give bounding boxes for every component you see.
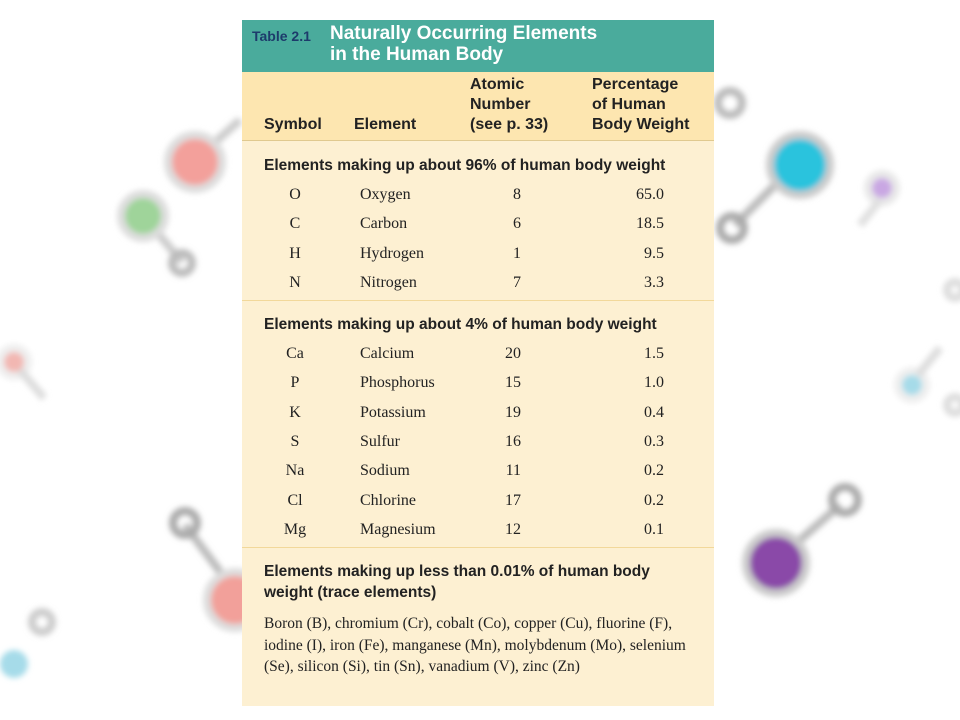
element-name: Carbon	[360, 215, 408, 233]
column-header-line: (see p. 33)	[470, 116, 549, 133]
symbol: Na	[285, 462, 305, 480]
trace-elements: Boron (B), chromium (Cr), cobalt (Co), c…	[264, 615, 686, 675]
section-divider	[242, 300, 714, 301]
atomic-number: 17	[505, 491, 521, 509]
column-header-line: Percentage	[592, 76, 679, 93]
atomic-number: 19	[505, 403, 521, 421]
title-line: in the Human Body	[330, 44, 504, 65]
element-name: Sulfur	[360, 432, 400, 450]
column-headers: Symbol Element Atomic Number (see p. 33) Perc…	[242, 72, 714, 141]
percentage: 3.3	[644, 273, 664, 291]
atomic-number: 1	[513, 244, 521, 262]
percentage: 0.2	[644, 462, 664, 480]
section-heading: Elements making up about 4% of human bod…	[264, 316, 657, 333]
atomic-number: 12	[505, 520, 521, 538]
percentage: 18.5	[636, 215, 664, 233]
element-name: Calcium	[360, 345, 415, 362]
symbol: H	[289, 244, 301, 262]
atomic-number: 20	[505, 345, 521, 362]
percentage: 0.1	[644, 520, 664, 538]
element-name: Magnesium	[360, 520, 436, 538]
column-header-line: Body Weight	[592, 116, 690, 133]
column-header: Element	[354, 115, 416, 135]
section-heading: Elements making up less than 0.01% of hu…	[264, 563, 650, 601]
symbol: Cl	[287, 491, 303, 509]
atomic-number: 16	[505, 432, 521, 450]
percentage: 65.0	[636, 186, 664, 203]
column-header-line: Number	[470, 96, 531, 113]
percentage: 1.0	[644, 374, 664, 392]
table-title: Naturally Occurring Elements in the Human…	[330, 23, 597, 65]
table: Table 2.1 Naturally Occurring Elements in…	[242, 20, 714, 706]
symbol: K	[289, 403, 301, 421]
atomic-number: 7	[513, 273, 521, 291]
percentage: 0.2	[644, 491, 664, 509]
atomic-number: 8	[513, 186, 521, 203]
symbol: C	[289, 215, 301, 233]
column-header-line: Symbol	[264, 116, 322, 133]
column-header: Percentage of Human Body Weight	[592, 75, 689, 135]
element-name: Potassium	[360, 403, 426, 421]
section-heading: Elements making up about 96% of human bo…	[264, 157, 666, 174]
element-name: Phosphorus	[360, 374, 435, 392]
element-name: Hydrogen	[360, 244, 424, 262]
symbol: Ca	[286, 345, 304, 362]
column-header-line: Atomic	[470, 76, 525, 93]
atomic-number: 11	[505, 462, 521, 480]
element-name: Oxygen	[360, 186, 411, 203]
element-name: Nitrogen	[360, 273, 417, 291]
symbol: Mg	[283, 520, 307, 538]
column-header: Atomic Number (see p. 33)	[470, 75, 548, 135]
column-header: Symbol	[264, 115, 322, 135]
column-header-line: Element	[354, 116, 417, 133]
element-name: Chlorine	[360, 491, 416, 509]
element-name: Sodium	[360, 462, 410, 480]
atomic-number: 15	[505, 374, 521, 392]
table-header: Table 2.1 Naturally Occurring Elements in…	[242, 20, 714, 72]
percentage: 0.3	[644, 432, 664, 450]
symbol: O	[289, 186, 301, 203]
percentage: 0.4	[644, 403, 664, 421]
symbol: S	[290, 432, 300, 450]
title-line: Naturally Occurring Elements	[330, 23, 598, 44]
table-label: Table 2.1	[252, 28, 311, 44]
section-divider	[242, 547, 714, 548]
symbol: P	[290, 374, 300, 392]
percentage: 9.5	[644, 244, 664, 262]
symbol: N	[289, 273, 301, 291]
percentage: 1.5	[644, 345, 664, 362]
atomic-number: 6	[513, 215, 521, 233]
column-header-line: of Human	[592, 96, 666, 113]
